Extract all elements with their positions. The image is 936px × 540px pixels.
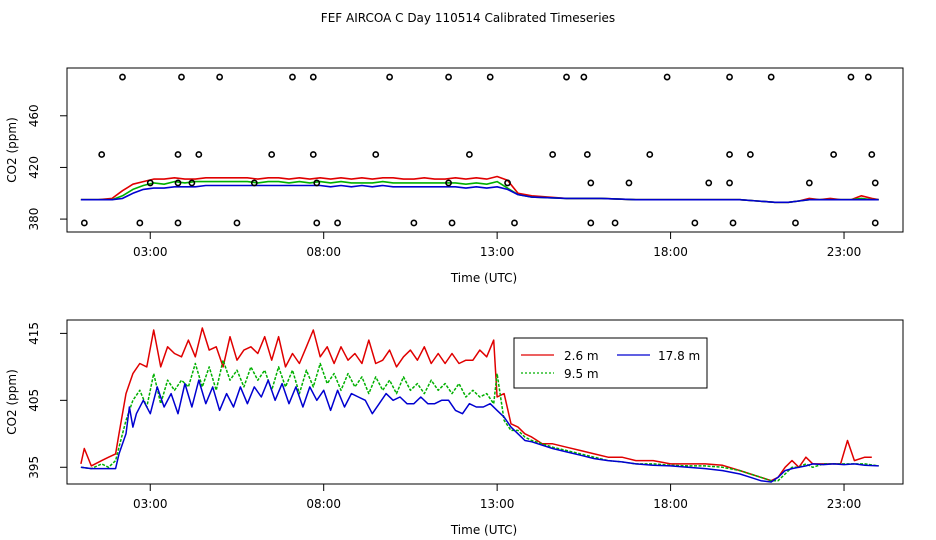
bottom-series-line-17-8-m [80, 379, 879, 483]
top-data-point [625, 179, 633, 187]
top-data-point [705, 179, 713, 187]
legend-box [513, 337, 708, 389]
top-data-point [410, 219, 418, 227]
top-data-point [871, 179, 879, 187]
top-data-point [268, 151, 276, 158]
top-y-tick-label: 460 [27, 104, 41, 127]
top-panel: 03:00 08:00 13:00 18:00 23:00 380 420 460 Time… [5, 67, 904, 285]
top-data-point [174, 179, 182, 187]
top-data-point [313, 219, 321, 227]
top-data-point [868, 151, 876, 158]
top-x-axis-label: Time (UTC) [450, 271, 517, 285]
bottom-y-tick-label: 395 [27, 456, 41, 479]
top-y-axis-label: CO2 (ppm) [5, 117, 19, 183]
top-data-point [767, 73, 775, 81]
bottom-y-tick-label: 405 [27, 389, 41, 412]
top-data-point [549, 151, 557, 158]
top-data-point [864, 73, 872, 81]
bottom-x-tick-label: 23:00 [827, 497, 862, 511]
bottom-y-axis-label: CO2 (ppm) [5, 369, 19, 435]
top-x-tick-label: 13:00 [480, 245, 515, 259]
bottom-x-axis: 03:00 08:00 13:00 18:00 23:00 [133, 484, 861, 511]
top-data-point [611, 219, 619, 227]
top-data-point [486, 73, 494, 81]
top-data-point [309, 73, 317, 81]
top-data-point [174, 151, 182, 158]
legend: 2.6 m 9.5 m 17.8 m [513, 337, 708, 389]
bottom-y-axis: 395 405 415 [27, 322, 67, 479]
top-data-point [313, 179, 321, 187]
top-data-point [233, 219, 241, 227]
top-data-point [216, 73, 224, 81]
top-data-point [465, 151, 473, 158]
bottom-x-tick-label: 18:00 [653, 497, 688, 511]
top-x-tick-label: 03:00 [133, 245, 168, 259]
legend-label-2-6m: 2.6 m [564, 349, 599, 363]
top-data-point [726, 179, 733, 187]
top-data-point [504, 179, 511, 187]
top-y-axis: 380 420 460 [27, 104, 67, 231]
top-data-point [136, 219, 144, 227]
top-data-point [729, 219, 737, 227]
top-y-tick-label: 380 [27, 208, 41, 231]
top-data-point [309, 151, 317, 158]
bottom-panel: 03:00 08:00 13:00 18:00 23:00 395 405 415 Time… [5, 319, 904, 537]
top-data-point [726, 73, 733, 81]
top-data-point [80, 219, 88, 227]
bottom-x-tick-label: 03:00 [133, 497, 168, 511]
top-data-point [691, 219, 699, 227]
top-data-point [119, 73, 126, 81]
top-data-point [372, 151, 380, 158]
top-data-point [805, 179, 813, 187]
top-y-tick-label: 420 [27, 156, 41, 179]
figure-title: FEF AIRCOA C Day 110514 Calibrated Times… [321, 11, 615, 25]
top-data-point [663, 73, 671, 81]
top-data-point [146, 179, 154, 187]
legend-label-9-5m: 9.5 m [564, 367, 599, 381]
top-series-calibration-points [80, 73, 879, 227]
top-x-tick-label: 23:00 [827, 245, 862, 259]
top-data-point [445, 73, 452, 81]
top-series-line-17-8-m [80, 184, 879, 204]
top-data-point [830, 151, 838, 158]
top-data-point [386, 73, 394, 81]
top-data-point [178, 73, 185, 81]
bottom-plot-frame [66, 319, 904, 485]
bottom-y-tick-label: 415 [27, 322, 41, 345]
top-data-point [580, 73, 588, 81]
top-data-point [587, 179, 595, 187]
top-x-tick-label: 18:00 [653, 245, 688, 259]
top-data-point [847, 73, 855, 81]
top-series-layer [80, 73, 879, 227]
top-data-point [646, 151, 654, 158]
top-data-point [583, 151, 591, 158]
top-data-point [563, 73, 570, 81]
top-data-point [174, 219, 182, 227]
top-data-point [98, 151, 106, 158]
bottom-x-tick-label: 08:00 [306, 497, 341, 511]
top-data-point [746, 151, 754, 158]
top-data-point [445, 179, 452, 187]
top-x-axis: 03:00 08:00 13:00 18:00 23:00 [133, 232, 861, 259]
top-data-point [195, 151, 203, 158]
bottom-x-axis-label: Time (UTC) [450, 523, 517, 537]
top-data-point [726, 151, 733, 158]
legend-label-17-8m: 17.8 m [658, 349, 700, 363]
bottom-series-layer [80, 327, 879, 483]
top-data-point [289, 73, 296, 81]
bottom-x-tick-label: 13:00 [480, 497, 515, 511]
top-data-point [334, 219, 341, 227]
top-x-tick-label: 08:00 [306, 245, 341, 259]
top-data-point [511, 219, 518, 227]
top-data-point [448, 219, 456, 227]
top-data-point [792, 219, 799, 227]
top-data-point [188, 179, 196, 187]
top-data-point [250, 179, 258, 187]
bottom-series-line-9-5-m [80, 359, 879, 482]
top-plot-frame [66, 67, 904, 233]
top-data-point [587, 219, 595, 227]
top-data-point [871, 219, 879, 227]
